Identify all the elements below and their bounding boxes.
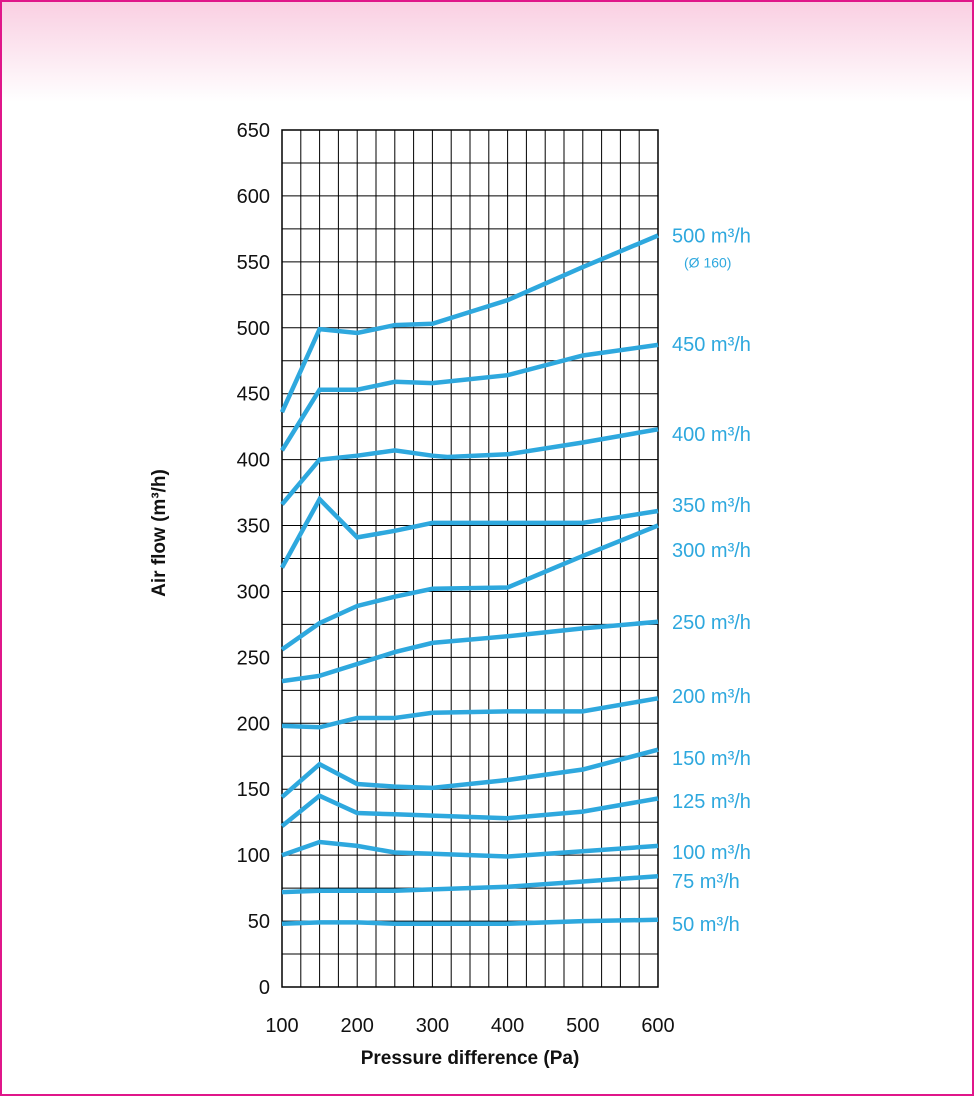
y-tick-label: 400 — [237, 450, 270, 472]
series-line — [280, 747, 659, 799]
series-line — [280, 427, 659, 506]
x-tick-label: 500 — [566, 1015, 599, 1037]
series-label: 450 m³/h — [672, 334, 751, 356]
y-axis-ticks: 0 50 100 150 200 250 300 350 400 450 500 550 600 650 — [237, 120, 270, 999]
series-line — [280, 495, 659, 569]
series-label: 150 m³/h — [672, 748, 751, 770]
y-tick-label: 300 — [237, 581, 270, 603]
x-tick-label: 100 — [265, 1015, 298, 1037]
series-line — [281, 917, 659, 926]
series-label: 400 m³/h — [672, 424, 751, 446]
series-line — [279, 233, 659, 414]
series-label: 300 m³/h — [672, 540, 751, 562]
series-label: 250 m³/h — [672, 612, 751, 634]
series-label: 75 m³/h — [672, 871, 740, 893]
y-tick-label: 600 — [237, 186, 270, 208]
y-tick-label: 550 — [237, 252, 270, 274]
series-label: 125 m³/h — [672, 791, 751, 813]
x-tick-label: 600 — [641, 1015, 674, 1037]
series-line — [280, 523, 659, 652]
series-note: (Ø 160) — [684, 254, 731, 270]
x-axis-label: Pressure difference (Pa) — [361, 1048, 580, 1069]
y-tick-label: 650 — [237, 120, 270, 142]
y-tick-label: 250 — [237, 647, 270, 669]
series-labels: 500 m³/h (Ø 160) 450 m³/h 400 m³/h 350 m³/h 3… — [672, 225, 751, 936]
series-label: 200 m³/h — [672, 686, 751, 708]
y-axis-label: Air flow (m³/h) — [149, 469, 170, 597]
series-label: 100 m³/h — [672, 842, 751, 864]
x-tick-label: 300 — [416, 1015, 449, 1037]
series-line — [281, 873, 659, 895]
y-tick-label: 350 — [237, 516, 270, 538]
y-tick-label: 50 — [248, 911, 270, 933]
series-label: 500 m³/h — [672, 225, 751, 247]
y-tick-label: 450 — [237, 384, 270, 406]
x-tick-label: 200 — [341, 1015, 374, 1037]
header-band — [2, 2, 972, 102]
x-tick-label: 400 — [491, 1015, 524, 1037]
series-line — [281, 619, 659, 684]
series-line — [281, 839, 659, 859]
series-line — [280, 342, 659, 452]
y-tick-label: 500 — [237, 318, 270, 340]
series-label: 350 m³/h — [672, 495, 751, 517]
series-label: 50 m³/h — [672, 914, 740, 936]
plot-border — [281, 129, 659, 988]
y-tick-label: 0 — [259, 977, 270, 999]
y-tick-label: 200 — [237, 713, 270, 735]
series-line — [280, 793, 659, 828]
y-tick-label: 150 — [237, 779, 270, 801]
series-lines — [279, 233, 659, 926]
series-line — [281, 696, 659, 730]
y-tick-label: 100 — [237, 845, 270, 867]
x-axis-ticks: 100 200 300 400 500 600 — [265, 1015, 674, 1037]
